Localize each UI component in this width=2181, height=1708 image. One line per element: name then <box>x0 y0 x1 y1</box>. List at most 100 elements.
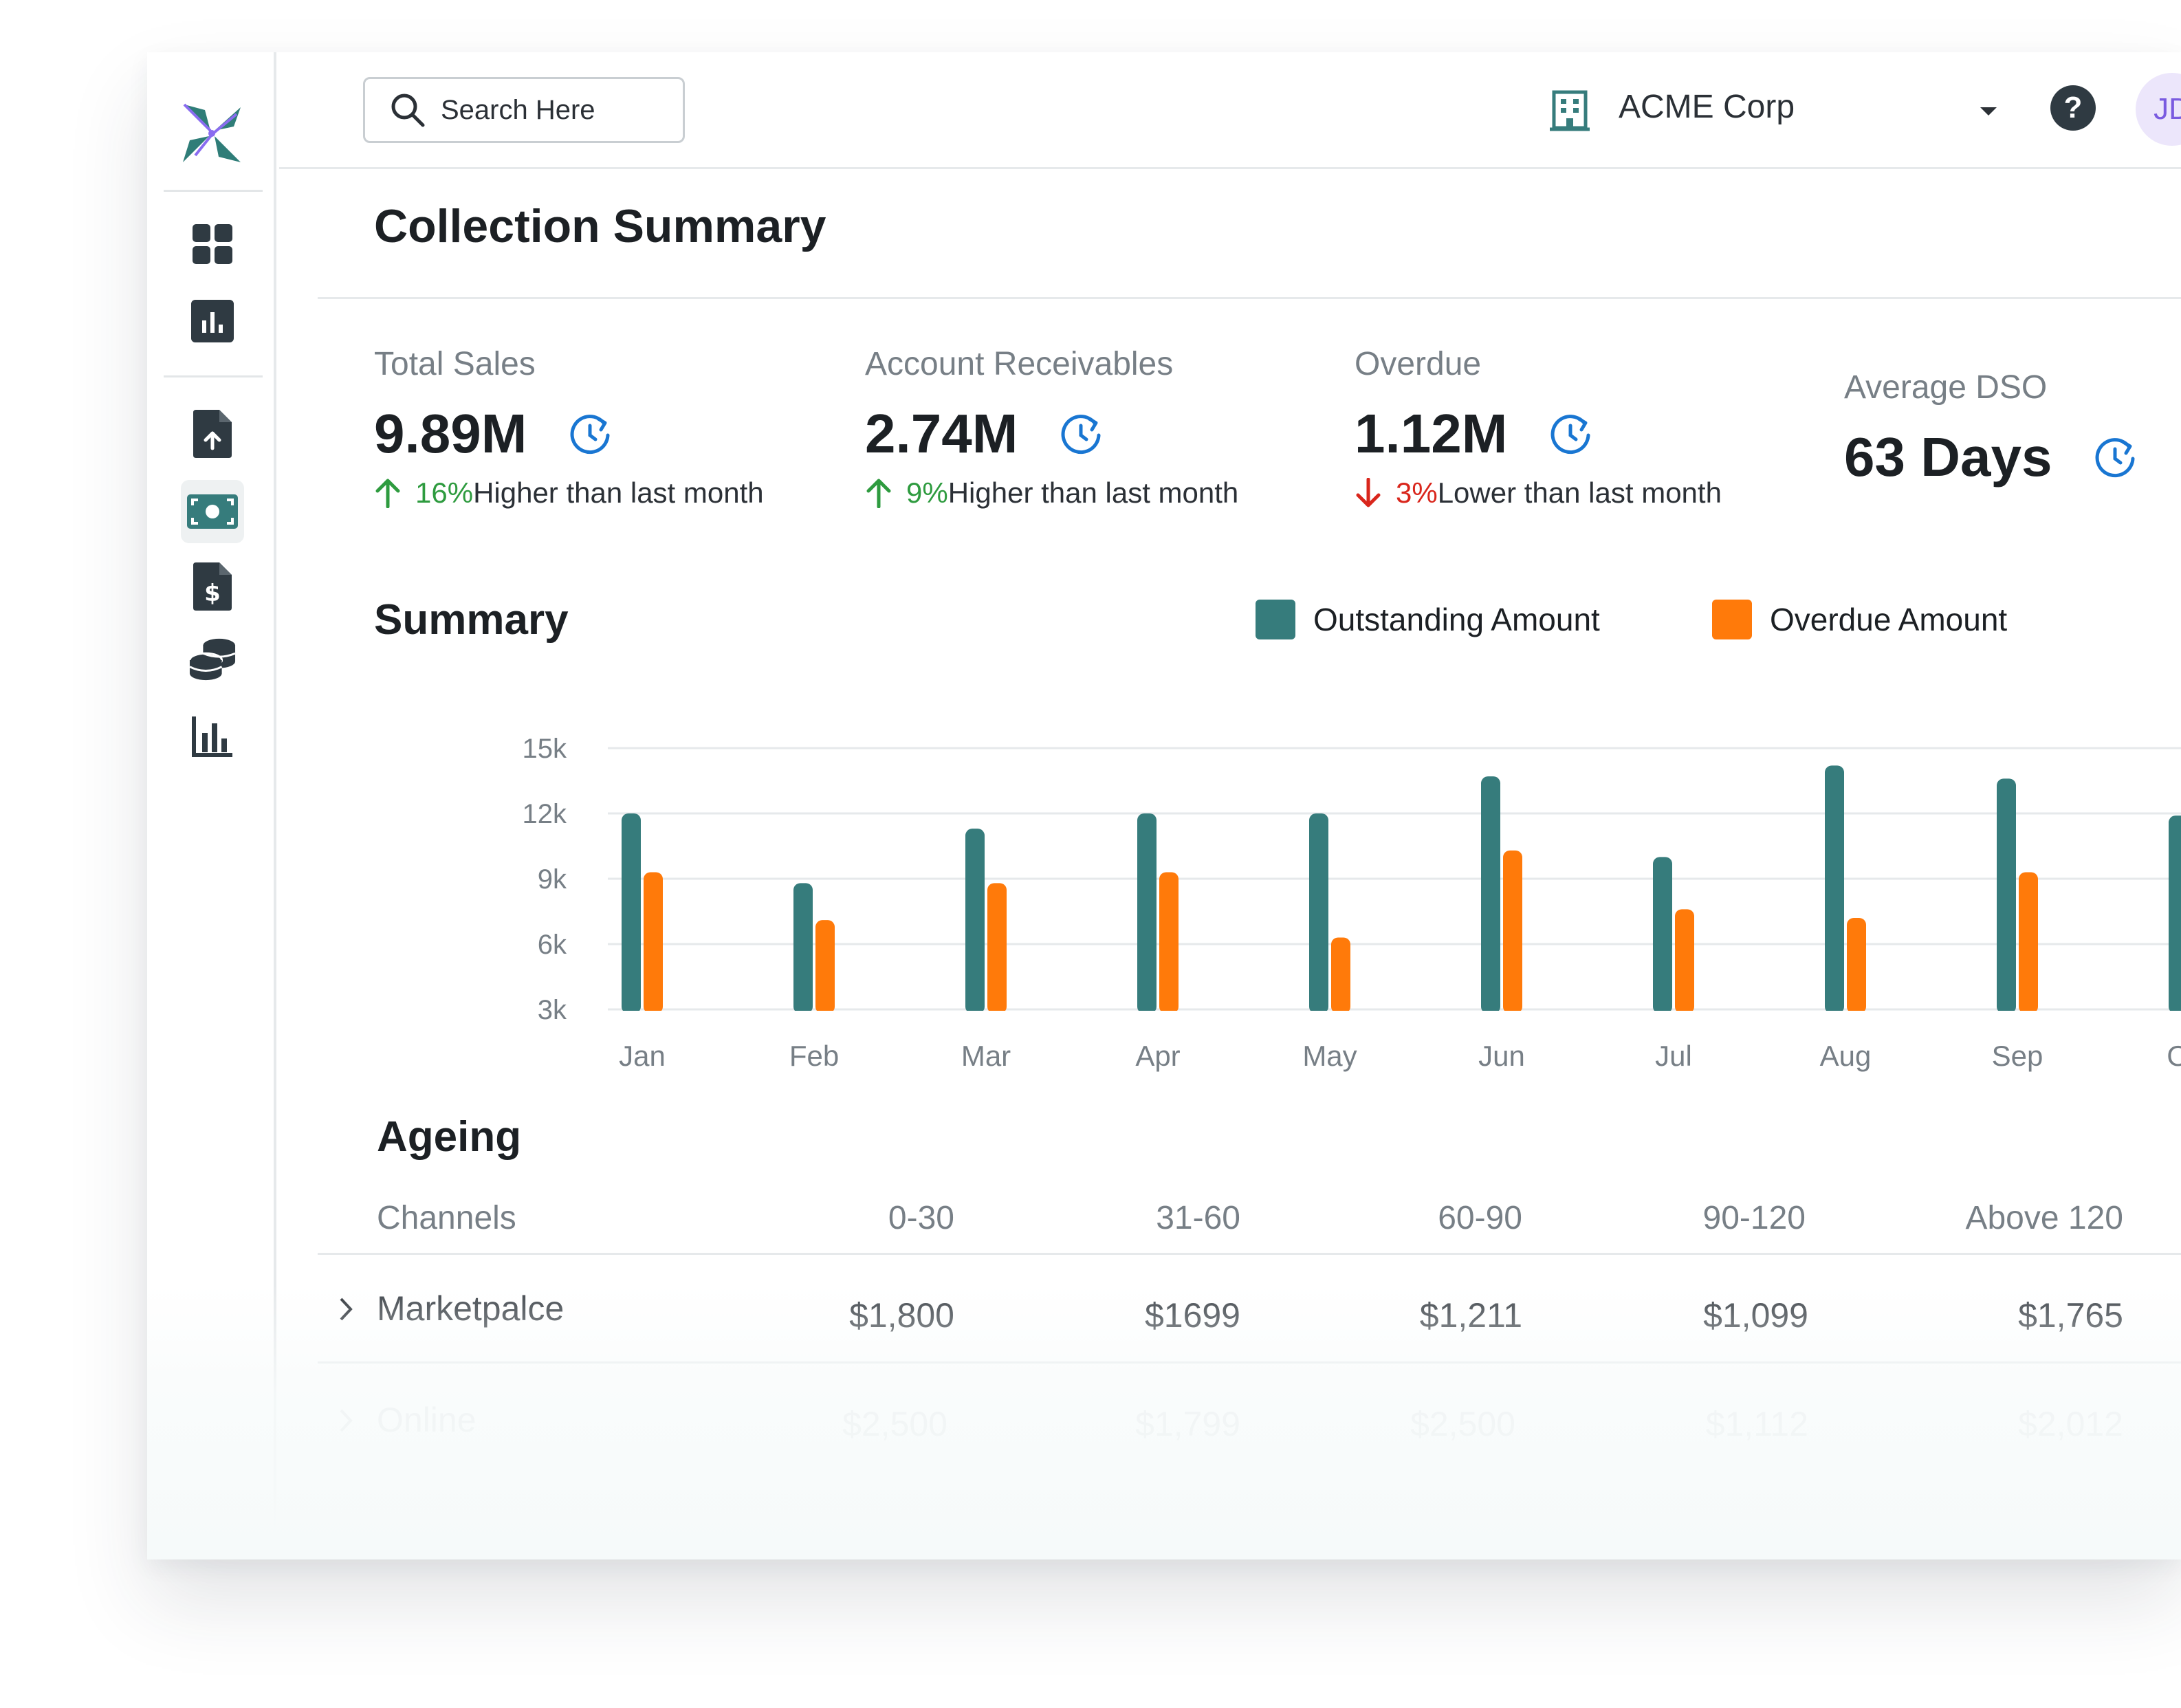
bar-overdue-aug[interactable] <box>1847 918 1866 1014</box>
table-cell: $1,799 <box>1135 1405 1240 1443</box>
top-header: Search Here ACME Corp ? JD <box>279 52 2181 169</box>
ageing-title: Ageing <box>377 1113 522 1161</box>
bar-overdue-feb[interactable] <box>815 920 835 1014</box>
metric-average-dso: Average DSO 63 Days <box>1844 369 2137 489</box>
metric-change-percent: 3% <box>1396 477 1438 509</box>
chevron-right-icon[interactable] <box>338 1297 353 1322</box>
bar-overdue-apr[interactable] <box>1159 872 1179 1014</box>
metric-change: 16% Higher than last month <box>374 477 764 510</box>
x-tick-label: Jan <box>619 1040 666 1072</box>
bar-outstanding-aug[interactable] <box>1825 765 1844 1014</box>
invoice-dollar-icon: $ <box>193 562 232 611</box>
sidebar-item-invoices[interactable]: $ <box>188 562 237 611</box>
building-icon <box>1550 90 1590 131</box>
table-cell: $2,012 <box>2018 1405 2123 1443</box>
bar-overdue-jan[interactable] <box>644 872 663 1014</box>
chevron-right-icon[interactable] <box>338 1408 353 1433</box>
metric-label: Account Receivables <box>865 346 1174 382</box>
metric-change: 9% Higher than last month <box>865 477 1238 510</box>
bar-outstanding-mar[interactable] <box>965 829 985 1014</box>
column-header-90-120: 90-120 <box>1702 1200 1806 1236</box>
bar-outstanding-jul[interactable] <box>1653 857 1672 1014</box>
bar-outstanding-may[interactable] <box>1309 813 1328 1014</box>
bar-overdue-mar[interactable] <box>987 883 1007 1014</box>
dashboard-grid-icon <box>193 224 232 264</box>
refresh-icon[interactable] <box>2093 435 2137 479</box>
bar-outstanding-feb[interactable] <box>793 883 813 1014</box>
sidebar: $ <box>147 52 276 1559</box>
bar-overdue-jul[interactable] <box>1675 909 1694 1014</box>
table-cell: $2,500 <box>1410 1405 1515 1443</box>
metric-change: 3% Lower than last month <box>1355 477 1722 510</box>
sidebar-item-dashboard[interactable] <box>188 220 237 268</box>
metric-change-percent: 9% <box>906 477 948 509</box>
sidebar-item-cash[interactable] <box>181 480 244 543</box>
sidebar-item-reports[interactable] <box>188 297 237 345</box>
summary-title: Summary <box>374 596 569 644</box>
table-divider <box>318 1253 2181 1255</box>
title-divider <box>318 297 2181 299</box>
cash-icon <box>187 494 238 529</box>
legend-outstanding: Outstanding Amount <box>1256 600 1600 639</box>
table-cell: $1,800 <box>849 1296 954 1335</box>
bar-outstanding-oct[interactable] <box>2169 815 2181 1014</box>
sidebar-item-collections[interactable] <box>188 635 237 683</box>
search-input[interactable]: Search Here <box>363 77 685 143</box>
svg-text:$: $ <box>204 580 221 607</box>
app-logo[interactable] <box>179 100 245 166</box>
row-channel-name: Marketpalce <box>377 1289 565 1328</box>
metric-label: Total Sales <box>374 346 536 382</box>
metric-total-sales: Total Sales 9.89M 16% Higher than last m… <box>374 345 764 510</box>
bar-outstanding-jan[interactable] <box>622 813 641 1014</box>
metric-label: Overdue <box>1355 346 1482 382</box>
help-icon[interactable]: ? <box>2050 85 2096 131</box>
sidebar-item-analytics[interactable] <box>188 712 237 760</box>
company-selector[interactable]: ACME Corp <box>1619 89 1795 125</box>
bar-overdue-sep[interactable] <box>2019 872 2038 1014</box>
legend-swatch <box>1712 600 1752 639</box>
search-placeholder: Search Here <box>441 94 595 125</box>
sidebar-divider <box>164 190 263 192</box>
summary-bar-chart: 15k 12k 9k 6k 3k Jan Feb Mar Apr May Jun Jul Aug Sep O… <box>523 734 2181 1072</box>
refresh-icon[interactable] <box>1548 412 1592 456</box>
metric-value: 9.89M <box>374 403 527 464</box>
metric-value: 2.74M <box>865 403 1018 464</box>
bar-overdue-may[interactable] <box>1331 937 1350 1014</box>
metric-change-text: Higher than last month <box>473 477 764 509</box>
avatar[interactable]: JD <box>2136 73 2181 146</box>
table-cell: $1,112 <box>1705 1405 1808 1443</box>
x-tick-label: Feb <box>789 1040 839 1072</box>
metric-label: Average DSO <box>1844 369 2048 406</box>
search-icon <box>391 94 425 127</box>
table-cell: $1699 <box>1144 1296 1240 1335</box>
y-tick-label: 12k <box>523 799 567 829</box>
row-channel-name: Online <box>377 1401 476 1439</box>
legend-swatch <box>1256 600 1295 639</box>
metric-overdue: Overdue 1.12M 3% Lower than last month <box>1355 345 1722 510</box>
bar-outstanding-apr[interactable] <box>1137 813 1157 1014</box>
page-title: Collection Summary <box>374 200 826 252</box>
arrow-up-icon <box>375 479 400 508</box>
metric-value: 63 Days <box>1844 426 2052 488</box>
metric-account-receivables: Account Receivables 2.74M 9% Higher than… <box>865 345 1238 510</box>
arrow-down-icon <box>1356 478 1381 507</box>
x-tick-label: Aug <box>1820 1040 1872 1072</box>
x-tick-label: Jun <box>1478 1040 1525 1072</box>
file-upload-icon <box>193 410 232 458</box>
app-window: $ <box>147 52 2181 1559</box>
y-tick-label: 6k <box>538 930 567 960</box>
metric-value: 1.12M <box>1355 403 1508 464</box>
bar-outstanding-sep[interactable] <box>1997 778 2016 1014</box>
y-tick-label: 9k <box>538 864 567 895</box>
refresh-icon[interactable] <box>1059 412 1103 456</box>
bar-overdue-jun[interactable] <box>1503 850 1522 1014</box>
refresh-icon[interactable] <box>568 412 612 456</box>
caret-down-icon[interactable] <box>1979 106 1998 117</box>
legend-label: Overdue Amount <box>1770 602 2008 637</box>
sidebar-item-upload[interactable] <box>188 410 237 458</box>
x-tick-label: Sep <box>1992 1040 2043 1072</box>
x-tick-label: Jul <box>1655 1040 1692 1072</box>
bar-outstanding-jun[interactable] <box>1481 776 1500 1014</box>
sidebar-divider <box>164 375 263 377</box>
table-cell: $2,500 <box>842 1405 947 1443</box>
